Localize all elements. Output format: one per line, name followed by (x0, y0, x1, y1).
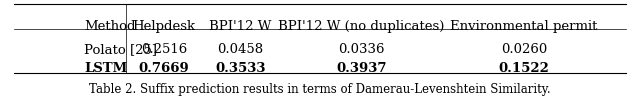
Text: BPI'12 W: BPI'12 W (209, 20, 271, 34)
Text: Environmental permit: Environmental permit (450, 20, 598, 34)
Text: Polato [25]: Polato [25] (84, 43, 157, 56)
Text: 0.2516: 0.2516 (141, 43, 187, 56)
Text: Table 2. Suffix prediction results in terms of Damerau-Levenshtein Similarity.: Table 2. Suffix prediction results in te… (89, 83, 551, 96)
Text: Method: Method (84, 20, 136, 34)
Text: 0.7669: 0.7669 (138, 62, 189, 75)
Text: 0.0260: 0.0260 (500, 43, 547, 56)
Text: 0.0458: 0.0458 (218, 43, 264, 56)
Text: 0.1522: 0.1522 (499, 62, 549, 75)
Text: LSTM: LSTM (84, 62, 127, 75)
Text: 0.3937: 0.3937 (336, 62, 387, 75)
Text: 0.3533: 0.3533 (215, 62, 266, 75)
Text: BPI'12 W (no duplicates): BPI'12 W (no duplicates) (278, 20, 445, 34)
Text: Helpdesk: Helpdesk (132, 20, 195, 34)
Text: 0.0336: 0.0336 (338, 43, 385, 56)
